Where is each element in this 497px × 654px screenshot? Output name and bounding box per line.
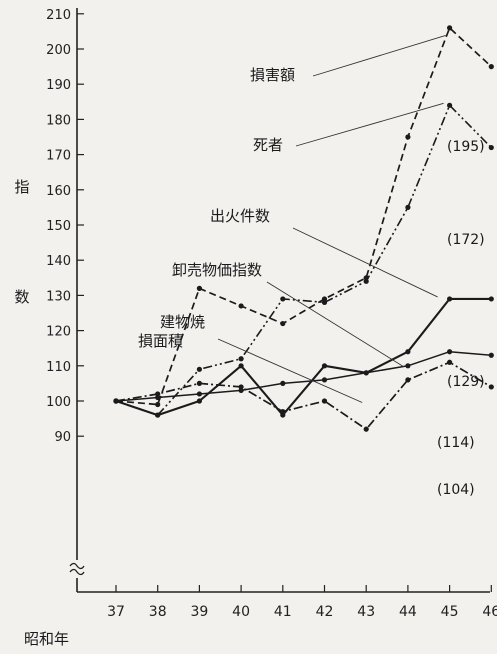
y-tick-label: 170 xyxy=(46,149,71,164)
x-tick-label: 46 xyxy=(482,604,497,620)
data-point xyxy=(488,384,494,390)
series-label: 建物焼 xyxy=(160,313,205,331)
data-point xyxy=(321,299,328,306)
x-axis-title: 昭和年 xyxy=(24,630,69,648)
data-point xyxy=(488,352,494,358)
series-leader-line xyxy=(312,34,446,77)
data-point xyxy=(280,408,286,415)
data-point xyxy=(155,391,161,397)
data-point xyxy=(196,285,202,291)
data-point xyxy=(196,398,202,404)
end-value-label: (195) xyxy=(447,139,485,155)
series-line xyxy=(115,27,492,406)
y-tick-label: 110 xyxy=(46,360,71,375)
y-tick-label: 200 xyxy=(46,43,71,58)
series-label: 損面積 xyxy=(138,332,183,350)
data-point xyxy=(405,349,411,355)
data-point xyxy=(488,144,494,151)
x-tick-label: 42 xyxy=(316,604,334,620)
y-tick-label: 100 xyxy=(46,395,71,410)
x-tick-label: 37 xyxy=(107,604,125,620)
end-value-label: (104) xyxy=(437,482,475,498)
y-tick-label: 160 xyxy=(46,184,71,199)
data-point xyxy=(363,426,369,432)
data-point xyxy=(447,25,453,31)
y-tick-label: 130 xyxy=(46,289,71,304)
series-layer xyxy=(113,25,494,432)
data-point xyxy=(196,380,202,386)
data-point xyxy=(405,134,411,140)
data-point xyxy=(155,412,161,418)
series-line xyxy=(115,297,492,417)
data-point xyxy=(321,398,328,404)
data-point xyxy=(447,349,453,355)
data-point xyxy=(113,398,119,404)
data-point xyxy=(238,384,244,390)
x-tick-label: 45 xyxy=(441,604,459,620)
data-point xyxy=(405,363,411,369)
y-tick-label: 90 xyxy=(54,430,71,445)
series-label: 卸売物価指数 xyxy=(172,261,262,279)
data-point xyxy=(280,380,286,386)
end-value-label: (114) xyxy=(437,435,475,451)
series-leader-line xyxy=(266,281,405,368)
x-tick-label: 40 xyxy=(232,604,250,620)
y-tick-label: 190 xyxy=(46,78,71,93)
data-point xyxy=(238,303,244,309)
data-point xyxy=(363,278,369,284)
series-leader-line xyxy=(292,227,438,298)
series-line xyxy=(115,104,492,416)
data-point xyxy=(447,102,453,108)
data-point xyxy=(321,363,328,369)
series-label: 出火件数 xyxy=(210,207,270,225)
data-point xyxy=(196,366,202,372)
x-tick-label: 43 xyxy=(357,604,375,620)
series-label: 損害額 xyxy=(250,66,295,84)
y-tick-label: 180 xyxy=(46,113,71,128)
series-label: 死者 xyxy=(253,136,283,154)
data-point xyxy=(155,401,161,408)
data-point xyxy=(363,370,369,376)
data-point xyxy=(447,296,453,302)
y-tick-label: 120 xyxy=(46,325,71,340)
series-leader-line xyxy=(217,338,363,403)
y-tick-label: 140 xyxy=(46,254,71,269)
series-leader-line xyxy=(295,102,444,147)
axis-break-mark xyxy=(69,562,85,576)
data-point xyxy=(238,356,244,362)
data-point xyxy=(238,363,244,369)
x-tick-label: 44 xyxy=(399,604,417,620)
y-axis-title-char: 指 xyxy=(14,178,29,196)
data-point xyxy=(447,359,453,365)
end-value-label: (129) xyxy=(447,374,485,390)
data-point xyxy=(405,204,411,210)
y-axis-title-char: 数 xyxy=(14,288,29,306)
x-tick-label: 38 xyxy=(149,604,167,620)
data-point xyxy=(488,64,494,70)
y-tick-label: 150 xyxy=(46,219,71,234)
x-tick-label: 41 xyxy=(274,604,292,620)
data-point xyxy=(196,391,202,397)
data-point xyxy=(280,320,286,327)
series-line xyxy=(115,350,492,402)
series-line xyxy=(115,361,492,431)
data-point xyxy=(321,377,328,383)
axes: 90 100 110 120 130 140 150 160 170 180 190 200 210 37… xyxy=(14,8,497,648)
data-point xyxy=(488,296,494,302)
data-point xyxy=(280,296,286,302)
x-tick-label: 39 xyxy=(190,604,208,620)
data-point xyxy=(405,377,411,383)
y-tick-label: 210 xyxy=(46,8,71,23)
end-value-label: (172) xyxy=(447,232,485,248)
